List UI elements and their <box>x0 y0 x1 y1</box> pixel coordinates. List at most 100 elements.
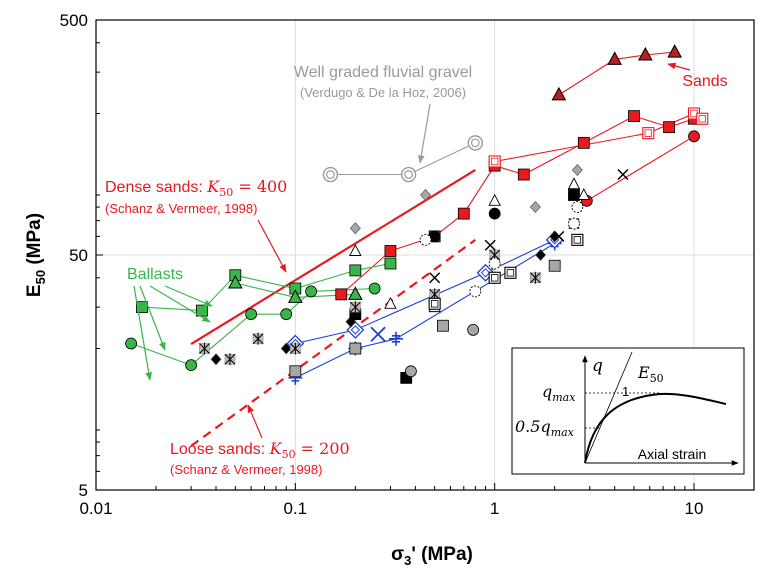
point-12-0 <box>210 353 222 366</box>
point-12-1 <box>280 342 292 355</box>
point-8-0 <box>288 370 303 385</box>
inset-q-label: q <box>592 356 603 376</box>
dense-k-eq: = 400 <box>233 177 287 196</box>
point-0-3 <box>667 44 683 58</box>
point-3-1 <box>688 130 700 143</box>
x-axis-title: σ3' (MPa) <box>391 544 473 568</box>
loose-sands-label: Loose sands: K50 = 200 <box>170 439 350 461</box>
point-18-4 <box>349 301 361 314</box>
point-1-1 <box>384 245 397 257</box>
point-5-3 <box>280 308 293 321</box>
point-6-5 <box>384 257 397 270</box>
series-line-9 <box>295 239 555 345</box>
point-16-2 <box>437 319 449 332</box>
point-21-2 <box>504 266 517 279</box>
loose-sands-annotation: Loose sands: K50 = 200 (Schanz & Vermeer… <box>170 404 350 477</box>
point-4-2 <box>467 135 484 151</box>
point-1-0 <box>335 288 348 301</box>
gravel-annotation: Well graded fluvial gravel (Verdugo & De… <box>294 64 472 164</box>
inset-curve <box>584 392 727 464</box>
dense-sands-ref: (Schanz & Vermeer, 1998) <box>105 201 257 216</box>
series-line-3 <box>586 135 695 202</box>
inset-secant <box>584 351 633 464</box>
point-7-2 <box>347 286 363 300</box>
series-line-5 <box>130 287 375 366</box>
point-17-1 <box>420 188 432 202</box>
point-1-3 <box>457 207 470 220</box>
point-19-5 <box>577 188 591 200</box>
sands-label: Sands <box>682 73 727 90</box>
point-18-3 <box>289 342 301 355</box>
series-line-2 <box>494 112 703 163</box>
y-tick-label-2: 500 <box>60 11 88 30</box>
loose-k-eq: = 200 <box>296 439 350 458</box>
inset-diagram: q E50 1 qmax 0.5qmax Axial strain <box>511 347 745 475</box>
point-15-1 <box>467 324 480 336</box>
point-7-0 <box>227 274 243 289</box>
axis-ticks: 0.01 0.1 1 10 5 50 500 <box>60 11 755 518</box>
x-tick-label-3: 10 <box>685 499 704 518</box>
inset-e50-sub: 50 <box>650 372 664 385</box>
point-14-3 <box>617 169 629 181</box>
point-21-0 <box>428 297 441 310</box>
point-18-1 <box>224 353 236 366</box>
inset-e50-label: E50 <box>637 363 664 385</box>
y-axis-title-sub: 50 <box>33 270 48 284</box>
point-1-6 <box>577 136 590 149</box>
point-1-8 <box>663 121 675 134</box>
inset-qmax-sub: max <box>552 391 576 404</box>
y-axis-title: E50 (MPa) <box>24 213 48 297</box>
point-12-3 <box>535 248 547 262</box>
point-4-1 <box>400 166 417 183</box>
trend-line-1 <box>190 238 476 447</box>
loose-k-sub: 50 <box>282 448 296 461</box>
point-19-4 <box>567 177 581 190</box>
point-16-0 <box>289 365 302 378</box>
point-18-0 <box>199 342 210 355</box>
ballasts-arrow-3 <box>139 285 166 351</box>
point-19-3 <box>488 193 501 206</box>
point-5-2 <box>245 308 258 321</box>
point-5-0 <box>125 337 138 350</box>
point-19-1 <box>384 296 397 309</box>
dense-k: K <box>206 177 220 196</box>
point-20-1 <box>469 285 482 298</box>
dense-sands-arrow <box>257 219 287 273</box>
inset-qmax-label: qmax <box>542 382 576 404</box>
trend-line-0 <box>190 169 476 345</box>
ballasts-arrow-1 <box>164 285 213 307</box>
ballasts-arrow-4 <box>133 285 153 381</box>
dense-k-sub: 50 <box>219 186 233 199</box>
y-axis-title-rest: (MPa) <box>24 213 45 270</box>
loose-sands-arrow <box>247 404 263 439</box>
point-2-0 <box>488 155 501 168</box>
point-18-7 <box>529 271 541 284</box>
point-14-0 <box>429 272 441 284</box>
gravel-arrow <box>417 103 431 164</box>
ballasts-annotation: Ballasts <box>127 266 213 381</box>
data-points <box>125 44 709 385</box>
point-14-1 <box>484 239 496 251</box>
point-2-1 <box>642 127 655 140</box>
x-tick-label-2: 1 <box>490 499 499 518</box>
point-20-4 <box>568 217 580 230</box>
point-21-3 <box>571 233 584 246</box>
sands-annotation: Sands <box>667 62 728 90</box>
point-20-0 <box>419 233 432 246</box>
inset-frame <box>511 347 745 475</box>
point-16-1 <box>349 342 362 355</box>
dense-sands-annotation: Dense sands: K50 = 400 (Schanz & Vermeer… <box>105 177 287 273</box>
sands-arrow <box>667 62 691 71</box>
gravel-label: Well graded fluvial gravel <box>294 64 472 81</box>
inset-halfq-sub: max <box>551 426 575 439</box>
ballasts-label: Ballasts <box>127 266 183 283</box>
series-line-1 <box>340 115 695 295</box>
inset-halfq-label: 0.5qmax <box>515 417 575 439</box>
loose-sands-ref: (Schanz & Vermeer, 1998) <box>170 462 322 477</box>
point-1-5 <box>517 168 530 181</box>
point-7-1 <box>287 289 303 303</box>
point-21-1 <box>488 271 501 284</box>
point-20-3 <box>571 201 584 213</box>
point-5-1 <box>185 359 198 372</box>
